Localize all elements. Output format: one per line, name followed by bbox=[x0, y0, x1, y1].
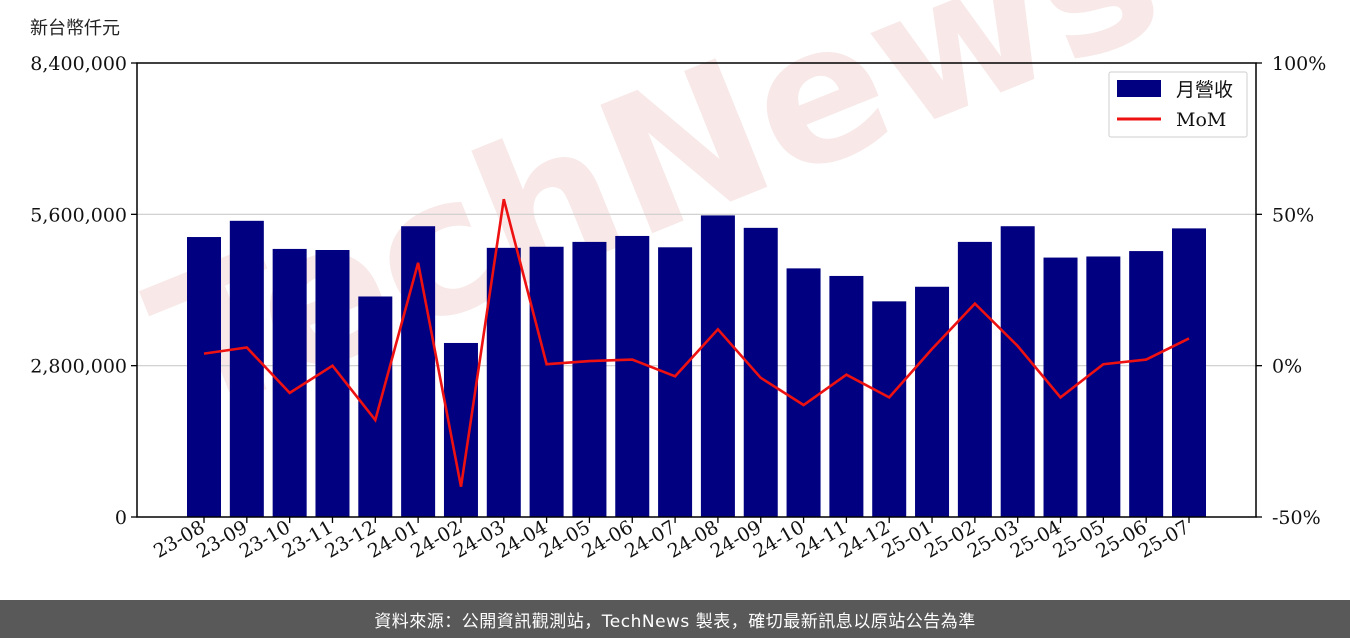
y-axis-right: -50% 0% 50% 100% bbox=[1256, 53, 1326, 529]
bar-24-08 bbox=[700, 215, 735, 517]
legend: 月營收 MoM bbox=[1108, 71, 1248, 138]
bar-25-02 bbox=[957, 241, 992, 517]
source-footer: 資料來源：公開資訊觀測站，TechNews 製表，確切最新訊息以原站公告為準 bbox=[0, 600, 1350, 638]
y-right-tick-label: -50% bbox=[1272, 507, 1321, 529]
bar-24-05 bbox=[572, 241, 607, 517]
legend-label-revenue: 月營收 bbox=[1176, 79, 1233, 101]
bar-24-06 bbox=[615, 235, 650, 517]
bar-series bbox=[187, 215, 1206, 518]
bar-23-11 bbox=[315, 250, 350, 517]
plot-frame bbox=[136, 62, 1257, 518]
x-tick-label: 25-07 bbox=[1135, 516, 1193, 562]
y-right-tick-label: 100% bbox=[1272, 53, 1326, 75]
y-axis-unit-label: 新台幣仟元 bbox=[30, 18, 120, 39]
mom-line bbox=[203, 198, 1190, 487]
bar-24-04 bbox=[529, 246, 564, 517]
mom-line-series bbox=[203, 198, 1190, 487]
legend-bar-swatch bbox=[1117, 80, 1161, 97]
bar-23-08 bbox=[187, 237, 221, 518]
legend-label-mom: MoM bbox=[1176, 109, 1226, 131]
y-left-tick-label: 2,800,000 bbox=[30, 356, 127, 378]
bar-25-05 bbox=[1086, 256, 1121, 517]
bar-23-09 bbox=[229, 220, 264, 518]
bar-24-03 bbox=[486, 247, 521, 518]
bar-24-09 bbox=[743, 227, 778, 517]
bar-25-03 bbox=[1000, 226, 1035, 517]
y-left-tick-label: 0 bbox=[115, 507, 127, 529]
y-left-tick-label: 8,400,000 bbox=[30, 53, 127, 75]
bar-24-10 bbox=[786, 268, 821, 517]
bar-25-07 bbox=[1172, 228, 1206, 517]
y-axis-left: 0 2,800,000 5,600,000 8,400,000 bbox=[30, 53, 137, 529]
bar-24-01 bbox=[401, 226, 436, 517]
y-left-tick-label: 5,600,000 bbox=[30, 204, 127, 226]
bar-24-07 bbox=[658, 247, 693, 518]
bar-24-12 bbox=[872, 301, 907, 517]
bar-25-01 bbox=[915, 286, 950, 517]
bar-24-11 bbox=[829, 275, 864, 517]
bar-23-10 bbox=[272, 248, 307, 517]
y-right-tick-label: 0% bbox=[1272, 356, 1302, 378]
x-axis: 23-0823-0923-1023-1123-1224-0124-0224-03… bbox=[150, 516, 1193, 562]
bar-25-06 bbox=[1129, 251, 1164, 518]
y-right-tick-label: 50% bbox=[1272, 204, 1314, 226]
